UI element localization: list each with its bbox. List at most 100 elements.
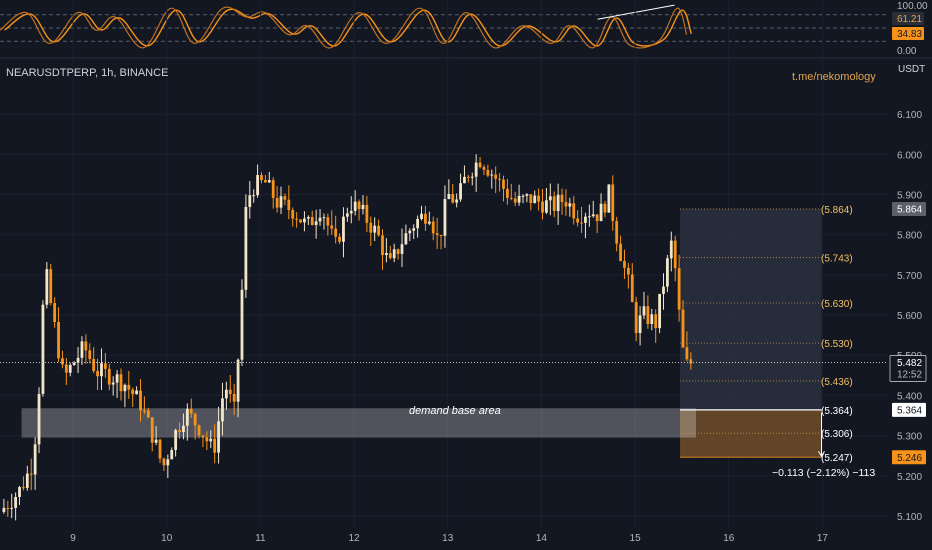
candle-body — [548, 196, 552, 201]
candle-body — [236, 359, 240, 402]
candle-body — [72, 362, 76, 365]
candle-body — [381, 235, 384, 256]
candle-body — [76, 357, 80, 363]
stop-loss-box — [680, 409, 822, 458]
candle-body — [369, 222, 373, 233]
target-price-badge-text: 5.864 — [897, 204, 922, 215]
candle-body — [431, 221, 435, 234]
candle-body — [310, 217, 314, 226]
candle-body — [182, 425, 185, 433]
candle-body — [252, 195, 256, 197]
candle-body — [49, 269, 53, 304]
candle-body — [193, 413, 197, 426]
oscillator-signal-line — [4, 8, 692, 47]
candle-body — [162, 458, 166, 466]
fib-level-label: (5.436) — [821, 377, 853, 388]
candle-body — [248, 195, 252, 207]
stop-price-badge — [892, 450, 926, 465]
axes: 5.1005.2005.3005.4005.5005.6005.7005.800… — [70, 1, 928, 544]
profit-target-box — [680, 208, 822, 410]
y-tick-label: 5.100 — [897, 512, 922, 523]
candle-body — [580, 222, 583, 224]
candle-body — [677, 268, 681, 310]
candle-body — [412, 228, 416, 231]
drawing-zones — [21, 208, 822, 458]
candle-body — [658, 293, 661, 329]
currency-unit: USDT — [898, 64, 926, 75]
candle-body — [330, 225, 334, 229]
candle-body — [45, 269, 49, 305]
y-tick-label: 5.700 — [897, 271, 922, 282]
candle-body — [92, 358, 96, 372]
y-tick-label: 5.900 — [897, 190, 922, 201]
candle-body — [545, 200, 548, 213]
candle-body — [388, 253, 392, 259]
fib-level-label: (5.530) — [821, 339, 853, 350]
entry-price-badge-text: 5.364 — [897, 405, 922, 416]
candle-body — [615, 220, 619, 244]
candle-body — [283, 196, 287, 200]
candle-body — [170, 450, 174, 460]
candle-body — [299, 219, 302, 223]
candle-body — [482, 167, 486, 170]
x-tick-label: 15 — [630, 533, 642, 544]
candle-body — [264, 180, 267, 183]
candle-body — [256, 175, 259, 196]
candle-body — [139, 390, 142, 411]
candle-body — [662, 286, 665, 294]
candle-body — [345, 213, 349, 217]
candle-body — [244, 206, 248, 290]
oscillator-value-text: 34.83 — [897, 29, 922, 40]
candle-body — [669, 240, 673, 259]
candle-body — [619, 243, 622, 261]
candle-body — [443, 199, 447, 236]
oscillator-main-line — [0, 6, 688, 49]
candle-body — [611, 184, 615, 221]
measure-readout: −0.113 (−2.12%) −113 — [772, 467, 876, 479]
x-tick-label: 10 — [161, 533, 173, 544]
candle-body — [626, 267, 630, 275]
candle-body — [221, 398, 224, 422]
candle-body — [228, 389, 232, 394]
candle-body — [576, 218, 580, 223]
candle-body — [517, 195, 521, 203]
candle-body — [174, 430, 178, 451]
candle-body — [459, 183, 462, 200]
candle-body — [478, 162, 482, 168]
candle-body — [189, 408, 193, 414]
candle-body — [271, 180, 275, 199]
candle-body — [158, 439, 162, 459]
candle-body — [470, 176, 474, 178]
candle-body — [638, 315, 642, 334]
candle-body — [505, 188, 509, 198]
candle-body — [673, 240, 677, 269]
fib-level-label: (5.306) — [821, 429, 853, 440]
candle-body — [365, 204, 369, 223]
candle-body — [68, 364, 72, 373]
candle-body — [498, 178, 501, 180]
target-price-badge — [892, 201, 926, 216]
candle-body — [84, 341, 88, 351]
y-tick-label: 5.600 — [897, 311, 922, 322]
candle-body — [494, 174, 498, 179]
candle-body — [260, 175, 263, 181]
candle-body — [556, 194, 560, 211]
candle-body — [111, 382, 115, 385]
candle-body — [349, 210, 353, 214]
candle-body — [474, 162, 478, 177]
oscillator-scale-top: 100.00 — [897, 1, 928, 12]
candle-body — [119, 374, 123, 392]
fib-level-label: (5.743) — [821, 254, 853, 265]
x-tick-label: 12 — [349, 533, 361, 544]
candle-body — [400, 244, 404, 254]
fib-level-label: (5.247) — [821, 453, 853, 464]
candle-body — [14, 496, 18, 508]
candle-body — [22, 487, 25, 489]
candle-body — [650, 314, 654, 325]
candle-body — [61, 358, 64, 365]
x-tick-label: 16 — [723, 533, 735, 544]
candle-body — [591, 214, 595, 217]
candle-body — [41, 304, 45, 394]
candle-body — [552, 196, 556, 211]
